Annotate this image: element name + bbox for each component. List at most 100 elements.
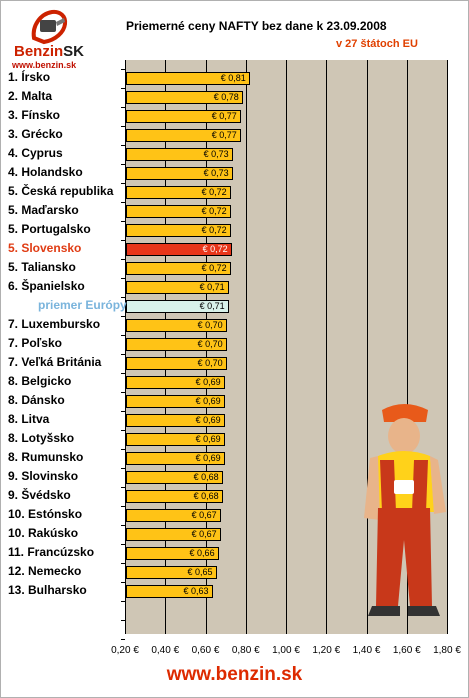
bar-22 [126, 489, 223, 503]
x-tick-label: 0,60 € [191, 645, 220, 656]
bar-2 [126, 109, 241, 123]
category-label: 3. Fínsko [8, 108, 61, 122]
category-label: 13. Bulharsko [8, 583, 87, 597]
bar-17 [126, 394, 225, 408]
bar-value-label: € 0,68 [193, 490, 219, 501]
bar-3 [126, 128, 241, 142]
fuel-nozzle-icon [31, 9, 68, 45]
bar-value-label: € 0,72 [201, 262, 227, 273]
axis-tick [121, 316, 125, 317]
axis-tick [121, 373, 125, 374]
category-label: 9. Švédsko [8, 488, 71, 502]
bar-0 [126, 71, 250, 85]
axis-tick [121, 126, 125, 127]
category-label: 8. Dánsko [8, 393, 65, 407]
benzin-logo: BenzinSK www.benzin.sk [6, 8, 94, 70]
category-label: 3. Grécko [8, 127, 63, 141]
bar-value-label: € 0,69 [195, 376, 221, 387]
category-label: 5. Maďarsko [8, 203, 79, 217]
footer-url[interactable]: www.benzin.sk [166, 664, 303, 685]
bar-26 [126, 565, 217, 579]
bar-value-label: € 0,81 [220, 72, 246, 83]
bar-value-label: € 0,65 [187, 566, 213, 577]
bar-6 [126, 185, 231, 199]
x-tick-label: 1,60 € [392, 645, 421, 656]
axis-tick [121, 335, 125, 336]
bar-value-label: € 0,67 [191, 509, 217, 520]
bar-value-label: € 0,77 [211, 110, 237, 121]
bar-value-label: € 0,69 [195, 414, 221, 425]
axis-tick [121, 183, 125, 184]
category-label: 4. Cyprus [8, 146, 63, 160]
category-label: 5. Portugalsko [8, 222, 91, 236]
axis-tick [121, 601, 125, 602]
x-tick-label: 0,80 € [231, 645, 260, 656]
axis-tick [121, 639, 125, 640]
bar-19 [126, 432, 225, 446]
axis-tick [121, 449, 125, 450]
logo-url: www.benzin.sk [12, 60, 77, 70]
axis-tick [121, 487, 125, 488]
bar-5 [126, 166, 233, 180]
bar-10 [126, 261, 231, 275]
logo-word-sk: SK [63, 43, 85, 60]
bar-value-label: € 0,68 [193, 471, 219, 482]
x-tick-label: 1,80 € [433, 645, 461, 656]
category-label: 7. Luxembursko [8, 317, 101, 331]
x-tick-label: 0,40 € [151, 645, 180, 656]
axis-tick [121, 221, 125, 222]
bar-value-label: € 0,72 [201, 205, 227, 216]
grid-line [286, 60, 287, 634]
category-label: 5. Taliansko [8, 260, 76, 274]
axis-tick [121, 582, 125, 583]
bar-25 [126, 546, 219, 560]
bar-value-label: € 0,70 [197, 357, 223, 368]
axis-tick [121, 259, 125, 260]
axis-tick [121, 411, 125, 412]
logo-wordmark: BenzinSK [14, 43, 84, 60]
axis-tick [121, 525, 125, 526]
bar-27 [126, 584, 213, 598]
bar-7 [126, 204, 231, 218]
axis-tick [121, 563, 125, 564]
x-tick-label: 1,20 € [312, 645, 341, 656]
bar-value-label: € 0,72 [201, 186, 227, 197]
axis-tick [121, 69, 125, 70]
bar-15 [126, 356, 227, 370]
category-label: 6. Španielsko [8, 279, 85, 293]
category-label: 12. Nemecko [8, 564, 82, 578]
category-label: 9. Slovinsko [8, 469, 79, 483]
bar-value-label: € 0,70 [197, 319, 223, 330]
axis-tick [121, 468, 125, 469]
bar-value-label: € 0,77 [211, 129, 237, 140]
bar-value-label: € 0,69 [195, 433, 221, 444]
axis-tick [121, 278, 125, 279]
category-label: 7. Poľsko [8, 336, 62, 350]
bar-9 [126, 242, 232, 256]
category-label: 10. Rakúsko [8, 526, 79, 540]
bar-value-label: € 0,72 [201, 224, 227, 235]
axis-tick [121, 240, 125, 241]
bar-value-label: € 0,70 [197, 338, 223, 349]
axis-tick [121, 107, 125, 108]
category-label: 10. Estónsko [8, 507, 83, 521]
category-label: 8. Rumunsko [8, 450, 84, 464]
category-label: 11. Francúzsko [8, 545, 95, 559]
category-label: 8. Lotyšsko [8, 431, 75, 445]
bar-20 [126, 451, 225, 465]
bar-value-label: € 0,78 [213, 91, 239, 102]
grid-line [245, 60, 247, 634]
bar-value-label: € 0,69 [195, 395, 221, 406]
axis-tick [121, 506, 125, 507]
bar-24 [126, 527, 221, 541]
bar-21 [126, 470, 223, 484]
bar-value-label: € 0,66 [189, 547, 215, 558]
category-label: 7. Veľká Británia [8, 355, 102, 369]
axis-tick [121, 430, 125, 431]
bar-12 [126, 299, 229, 313]
bar-13 [126, 318, 227, 332]
axis-tick [121, 620, 125, 621]
x-tick-label: 0,20 € [111, 645, 139, 656]
category-label: 5. Česká republika [8, 184, 114, 198]
bar-value-label: € 0,73 [203, 167, 229, 178]
